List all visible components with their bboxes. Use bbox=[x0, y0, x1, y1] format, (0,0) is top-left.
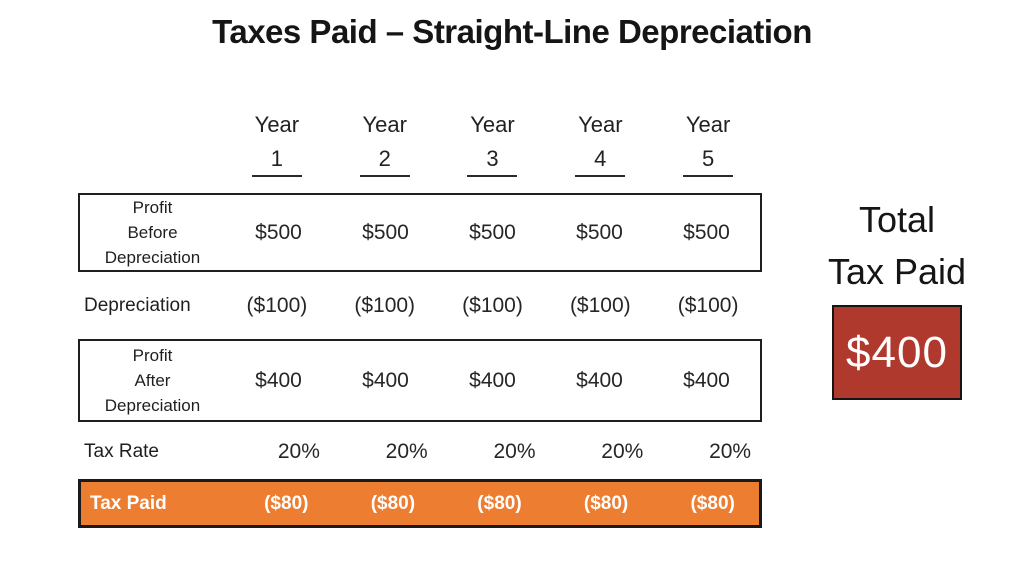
table-cell: ($80) bbox=[264, 492, 309, 514]
table-cell: 20% bbox=[601, 440, 644, 463]
table-cell: $400 bbox=[576, 368, 623, 392]
year-word: Year bbox=[578, 112, 623, 137]
year-number-underlined: 4 bbox=[575, 146, 626, 177]
row-label: Depreciation bbox=[84, 295, 191, 316]
table-cell: 20% bbox=[277, 440, 320, 463]
table-cell: 20% bbox=[709, 440, 752, 463]
row-label: Profit Before Depreciation bbox=[104, 198, 201, 267]
year-column-header-1: Year 1 bbox=[223, 112, 331, 177]
table-cell: ($100) bbox=[246, 294, 308, 317]
total-tax-paid-value: $400 bbox=[846, 327, 948, 377]
table-row-profit-before-depreciation: Profit Before Depreciation $500 $500 $50… bbox=[78, 193, 762, 272]
year-number-underlined: 3 bbox=[467, 146, 518, 177]
row-label: Tax Rate bbox=[84, 441, 159, 462]
year-column-header-3: Year 3 bbox=[439, 112, 547, 177]
table-cell: ($80) bbox=[583, 492, 629, 514]
year-number-underlined: 2 bbox=[359, 146, 410, 177]
table-cell: 20% bbox=[385, 440, 428, 463]
table-cell: ($100) bbox=[677, 294, 739, 317]
table-cell: 20% bbox=[493, 440, 536, 463]
table-cell: $400 bbox=[255, 368, 302, 392]
table-cell: $400 bbox=[469, 368, 516, 392]
table-cell: ($100) bbox=[462, 294, 523, 317]
table-cell: $400 bbox=[362, 368, 409, 392]
table-cell: $500 bbox=[255, 220, 302, 244]
table-cell: ($80) bbox=[370, 492, 416, 514]
row-label: Tax Paid bbox=[90, 492, 167, 514]
table-cell: ($80) bbox=[690, 492, 735, 514]
table-cell: $400 bbox=[683, 368, 730, 392]
year-word: Year bbox=[362, 112, 407, 137]
year-column-header-2: Year 2 bbox=[331, 112, 439, 177]
total-tax-paid-box: $400 bbox=[832, 305, 962, 400]
table-row-tax-paid-highlight: Tax Paid ($80) ($80) ($80) ($80) ($80) bbox=[78, 479, 762, 528]
table-header-row: Year 1 Year 2 Year 3 Year 4 Year 5 bbox=[78, 112, 762, 190]
year-number-underlined: 1 bbox=[251, 146, 302, 177]
year-column-header-5: Year 5 bbox=[654, 112, 762, 177]
table-cell: ($100) bbox=[569, 294, 631, 317]
year-column-header-4: Year 4 bbox=[546, 112, 654, 177]
table-cell: $500 bbox=[683, 220, 730, 244]
table-row-tax-rate: Tax Rate 20% 20% 20% 20% 20% bbox=[78, 434, 762, 470]
table-cell: ($100) bbox=[354, 294, 416, 317]
year-word: Year bbox=[685, 112, 731, 137]
year-word: Year bbox=[470, 112, 515, 137]
table-row-profit-after-depreciation: Profit After Depreciation $400 $400 $400… bbox=[78, 339, 762, 422]
depreciation-table: Year 1 Year 2 Year 3 Year 4 Year 5 Profi… bbox=[78, 0, 762, 576]
row-label: Profit After Depreciation bbox=[104, 346, 201, 415]
total-tax-paid-label: Total Tax Paid bbox=[827, 199, 967, 292]
table-row-depreciation: Depreciation ($100) ($100) ($100) ($100)… bbox=[78, 283, 762, 329]
table-cell: $500 bbox=[469, 220, 516, 244]
table-cell: $500 bbox=[362, 220, 409, 244]
table-cell: $500 bbox=[576, 220, 623, 244]
table-cell: ($80) bbox=[477, 492, 522, 514]
year-word: Year bbox=[254, 112, 300, 137]
year-number-underlined: 5 bbox=[683, 146, 734, 177]
slide-title: Taxes Paid – Straight-Line Depreciation bbox=[212, 13, 812, 50]
